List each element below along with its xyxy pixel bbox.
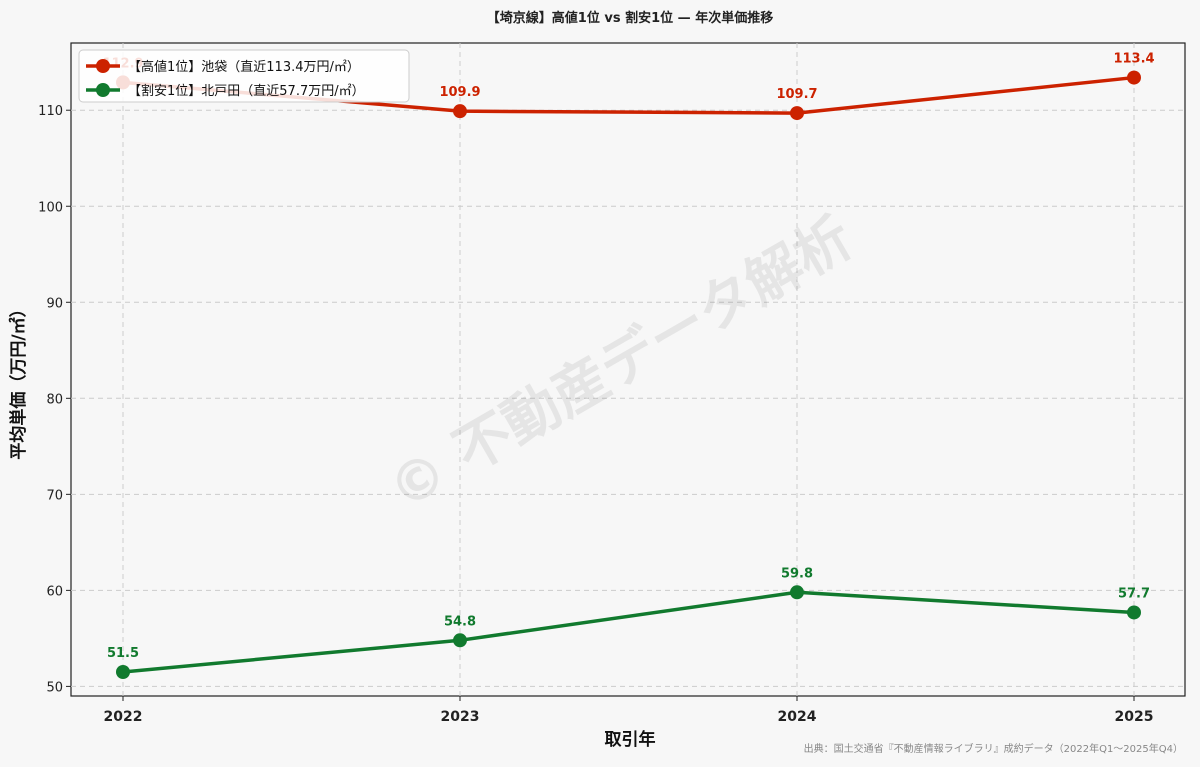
data-point [1127,70,1141,85]
y-axis-ticks: 50 60 70 80 90 100 110 [38,104,71,695]
data-point [790,106,804,121]
legend-swatch-marker [96,59,110,73]
x-tick-label: 2025 [1115,709,1154,725]
legend-swatch-marker [96,83,110,97]
series-2: 51.5 54.8 59.8 57.7 [107,566,1150,679]
data-label: 109.7 [776,87,817,102]
legend-label: 【割安1位】北戸田（直近57.7万円/㎡） [128,83,365,99]
plot-area [70,42,1186,697]
y-tick-label: 70 [46,488,63,503]
x-tick-label: 2022 [104,709,143,725]
y-tick-label: 110 [38,104,63,119]
legend-item: 【高値1位】池袋（直近113.4万円/㎡） [86,59,360,75]
data-point [790,585,804,600]
data-point [1127,605,1141,620]
x-axis-label: 取引年 [605,729,656,750]
y-tick-label: 80 [46,392,63,407]
x-tick-label: 2023 [441,709,480,725]
data-point [116,664,130,679]
series-line [122,590,1135,674]
y-tick-label: 90 [46,296,63,311]
y-tick-label: 50 [46,680,63,695]
source-note: 出典：国土交通省『不動産情報ライブラリ』成約データ（2022年Q1〜2025年Q… [804,742,1183,755]
data-label: 57.7 [1118,586,1150,601]
data-label: 109.9 [439,85,480,100]
x-tick-label: 2024 [778,709,817,725]
data-point [453,104,467,119]
data-label: 113.4 [1113,52,1154,67]
data-point [453,633,467,648]
grid-lines [71,43,1185,696]
x-axis-ticks: 2022 2023 2024 2025 [104,696,1154,725]
legend-box [78,49,410,103]
y-tick-label: 60 [46,584,63,599]
data-label: 54.8 [444,614,476,629]
y-axis-label: 平均単価（万円/㎡） [8,300,29,459]
data-label: 59.8 [781,566,813,581]
legend-label: 【高値1位】池袋（直近113.4万円/㎡） [128,59,360,75]
data-label: 51.5 [107,646,139,661]
legend: 【高値1位】池袋（直近113.4万円/㎡） 【割安1位】北戸田（直近57.7万円/… [78,49,410,103]
y-tick-label: 100 [38,200,63,215]
chart-title: 【埼京線】高値1位 vs 割安1位 — 年次単価推移 [487,10,773,26]
legend-item: 【割安1位】北戸田（直近57.7万円/㎡） [86,83,365,99]
